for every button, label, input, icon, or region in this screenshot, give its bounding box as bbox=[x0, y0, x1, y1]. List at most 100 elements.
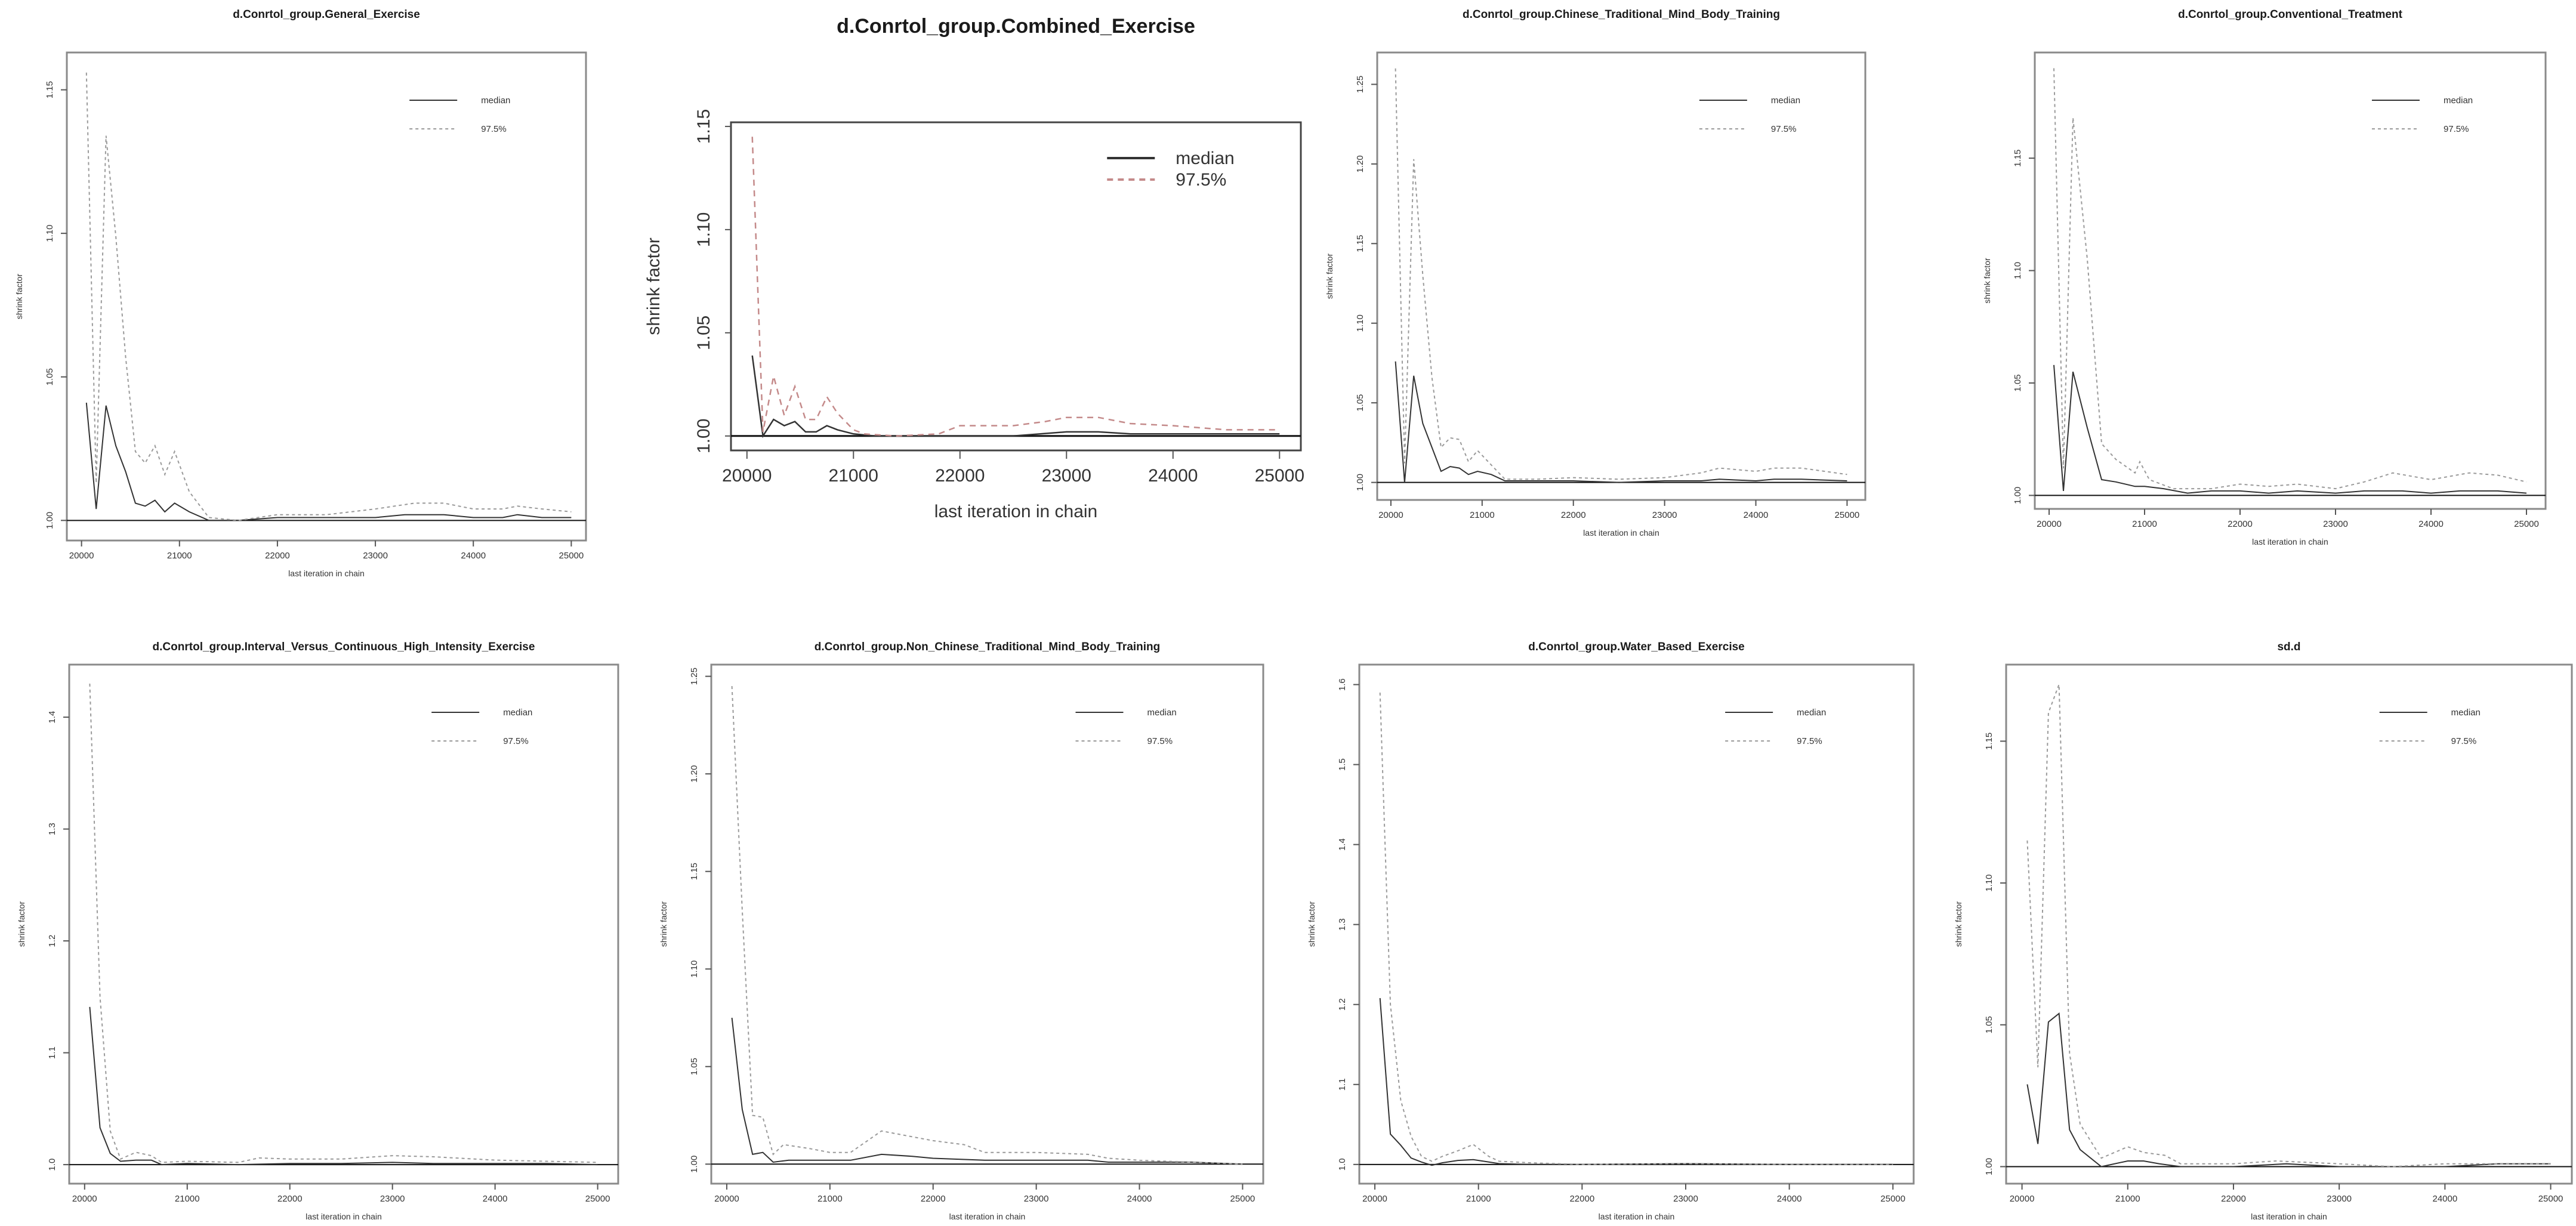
chart-panel: d.Conrtol_group.Interval_Versus_Continuo… bbox=[0, 620, 644, 1226]
chart-title: d.Conrtol_group.Chinese_Traditional_Mind… bbox=[1463, 8, 1780, 21]
y-axis-label: shrink factor bbox=[14, 274, 24, 320]
y-tick-label: 1.20 bbox=[689, 765, 699, 783]
plot-frame bbox=[2034, 51, 2547, 510]
x-tick-label: 23000 bbox=[2327, 1194, 2352, 1204]
chart-title: d.Conrtol_group.General_Exercise bbox=[233, 8, 420, 21]
chart-svg: d.Conrtol_group.Combined_Exercise 1.00 1.0… bbox=[644, 15, 1304, 521]
y-tick-label: 1.6 bbox=[1337, 678, 1347, 691]
chart-panel: d.Conrtol_group.Combined_Exercise 1.00 1.0… bbox=[597, 0, 1337, 567]
legend-label: 97.5% bbox=[1147, 736, 1173, 746]
x-axis-label: last iteration in chain bbox=[1599, 1212, 1675, 1221]
x-tick-label: 25000 bbox=[1230, 1194, 1255, 1204]
chart-svg: d.Conrtol_group.Water_Based_Exercise 1.0 1… bbox=[1307, 641, 1915, 1221]
x-tick-label: 22000 bbox=[921, 1194, 946, 1204]
legend-label: 97.5% bbox=[2444, 124, 2469, 134]
plot-frame bbox=[1358, 663, 1915, 1185]
legend-label: median bbox=[503, 708, 532, 718]
y-tick-label: 1.05 bbox=[1355, 394, 1365, 412]
y-tick-label: 1.20 bbox=[1355, 155, 1365, 172]
chart-title: sd.d bbox=[2277, 641, 2300, 653]
chart-title: d.Conrtol_group.Non_Chinese_Traditional_… bbox=[815, 641, 1161, 653]
x-tick-label: 23000 bbox=[1673, 1194, 1698, 1204]
series-q975-line bbox=[751, 137, 1280, 437]
y-axis-label: shrink factor bbox=[644, 237, 664, 335]
y-tick-label: 1.10 bbox=[45, 225, 55, 242]
legend-label: 97.5% bbox=[481, 124, 507, 134]
y-tick-label: 1.2 bbox=[47, 935, 57, 947]
y-tick-label: 1.15 bbox=[45, 81, 55, 98]
x-tick-label: 21000 bbox=[2132, 519, 2157, 529]
x-tick-label: 24000 bbox=[2433, 1194, 2458, 1204]
plot-frame bbox=[2005, 663, 2573, 1185]
y-tick-label: 1.10 bbox=[2013, 262, 2023, 279]
chart-title: d.Conrtol_group.Combined_Exercise bbox=[837, 15, 1195, 38]
plot-frame bbox=[66, 51, 587, 542]
plot-frame bbox=[710, 663, 1264, 1185]
x-tick-label: 21000 bbox=[175, 1194, 200, 1204]
y-axis-label: shrink factor bbox=[17, 901, 26, 947]
x-tick-label: 23000 bbox=[1024, 1194, 1049, 1204]
y-tick-label: 1.25 bbox=[1355, 76, 1365, 93]
series-q975-line bbox=[1395, 68, 1847, 480]
series-median-line bbox=[1379, 998, 1893, 1166]
x-tick-label: 22000 bbox=[277, 1194, 303, 1204]
x-tick-label: 24000 bbox=[483, 1194, 508, 1204]
chart-svg: d.Conrtol_group.Chinese_Traditional_Mind… bbox=[1325, 8, 1867, 538]
legend-label: median bbox=[1797, 708, 1826, 718]
y-tick-label: 1.00 bbox=[689, 1156, 699, 1173]
x-tick-label: 22000 bbox=[2228, 519, 2253, 529]
plot-frame bbox=[1376, 51, 1867, 501]
y-tick-label: 1.05 bbox=[1984, 1016, 1994, 1033]
y-tick-label: 1.00 bbox=[2013, 487, 2023, 504]
x-tick-label: 21000 bbox=[1466, 1194, 1491, 1204]
series-q975-line bbox=[2053, 68, 2527, 490]
y-axis-label: shrink factor bbox=[1954, 901, 1963, 947]
y-axis-label: shrink factor bbox=[1325, 254, 1334, 299]
chart-svg: d.Conrtol_group.Non_Chinese_Traditional_… bbox=[659, 641, 1264, 1221]
y-tick-label: 1.10 bbox=[1355, 314, 1365, 332]
y-tick-label: 1.15 bbox=[1355, 235, 1365, 252]
x-axis-label: last iteration in chain bbox=[306, 1212, 382, 1221]
legend-label: median bbox=[481, 95, 510, 106]
x-axis-label: last iteration in chain bbox=[288, 569, 365, 578]
x-tick-label: 25000 bbox=[1255, 466, 1304, 486]
x-tick-label: 20000 bbox=[1362, 1194, 1387, 1204]
legend-label: median bbox=[1771, 95, 1800, 106]
legend-label: 97.5% bbox=[503, 736, 529, 746]
y-tick-label: 1.10 bbox=[1984, 874, 1994, 891]
chart-title: d.Conrtol_group.Interval_Versus_Continuo… bbox=[153, 641, 535, 653]
y-tick-label: 1.00 bbox=[1355, 474, 1365, 491]
x-tick-label: 24000 bbox=[1127, 1194, 1152, 1204]
y-tick-label: 1.05 bbox=[2013, 374, 2023, 391]
y-tick-label: 1.1 bbox=[1337, 1078, 1347, 1091]
legend-label: 97.5% bbox=[2451, 736, 2477, 746]
legend-label: median bbox=[1147, 708, 1177, 718]
y-tick-label: 1.15 bbox=[689, 863, 699, 880]
y-tick-label: 1.2 bbox=[1337, 998, 1347, 1011]
x-tick-label: 24000 bbox=[461, 551, 486, 561]
x-tick-label: 21000 bbox=[817, 1194, 843, 1204]
chart-panel: d.Conrtol_group.Conventional_Treatment 1.… bbox=[1939, 0, 2576, 567]
series-median-line bbox=[85, 402, 572, 521]
x-tick-label: 25000 bbox=[585, 1194, 610, 1204]
x-tick-label: 23000 bbox=[380, 1194, 405, 1204]
chart-panel: d.Conrtol_group.Non_Chinese_Traditional_… bbox=[644, 620, 1289, 1226]
x-tick-label: 25000 bbox=[1835, 510, 1860, 520]
chart-title: d.Conrtol_group.Water_Based_Exercise bbox=[1528, 641, 1745, 653]
x-tick-label: 20000 bbox=[2010, 1194, 2035, 1204]
chart-svg: d.Conrtol_group.Conventional_Treatment 1.… bbox=[1982, 8, 2547, 546]
series-median-line bbox=[731, 1017, 1243, 1165]
series-median-line bbox=[89, 1006, 598, 1166]
x-tick-label: 22000 bbox=[265, 551, 290, 561]
plot-frame bbox=[730, 121, 1302, 452]
x-axis-label: last iteration in chain bbox=[2251, 1212, 2327, 1221]
y-tick-label: 1.05 bbox=[45, 368, 55, 385]
series-median-line bbox=[2026, 1012, 2551, 1168]
series-q975-line bbox=[89, 683, 598, 1163]
series-median-line bbox=[751, 355, 1280, 438]
x-axis-label: last iteration in chain bbox=[2252, 537, 2328, 546]
y-tick-label: 1.25 bbox=[689, 668, 699, 685]
y-tick-label: 1.15 bbox=[1984, 733, 1994, 750]
x-tick-label: 22000 bbox=[935, 466, 985, 486]
y-tick-label: 1.4 bbox=[47, 711, 57, 724]
